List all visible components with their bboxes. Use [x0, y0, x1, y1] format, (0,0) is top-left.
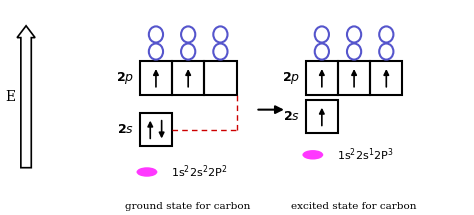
Ellipse shape — [302, 150, 323, 160]
Text: E: E — [5, 90, 16, 104]
Bar — [370, 61, 402, 95]
Bar — [204, 61, 237, 95]
Bar — [306, 61, 338, 95]
Text: $\rm 1s^22s^22P^2$: $\rm 1s^22s^22P^2$ — [171, 164, 227, 180]
Text: $\mathbf{2}$$\mathit{p}$: $\mathbf{2}$$\mathit{p}$ — [116, 70, 134, 86]
Bar — [140, 61, 172, 95]
Text: excited state for carbon: excited state for carbon — [292, 202, 417, 211]
Text: ground state for carbon: ground state for carbon — [126, 202, 251, 211]
Bar — [140, 113, 172, 146]
Bar — [172, 61, 204, 95]
FancyArrow shape — [17, 26, 35, 168]
Text: $\mathbf{2}$$\mathit{s}$: $\mathbf{2}$$\mathit{s}$ — [117, 123, 134, 136]
Bar — [306, 100, 338, 133]
Text: $\mathbf{2}$$\mathit{p}$: $\mathbf{2}$$\mathit{p}$ — [282, 70, 300, 86]
Ellipse shape — [137, 167, 157, 177]
Text: $\rm 1s^22s^12P^3$: $\rm 1s^22s^12P^3$ — [337, 146, 393, 163]
Bar — [338, 61, 370, 95]
Text: $\mathbf{2}$$\mathit{s}$: $\mathbf{2}$$\mathit{s}$ — [283, 110, 300, 123]
